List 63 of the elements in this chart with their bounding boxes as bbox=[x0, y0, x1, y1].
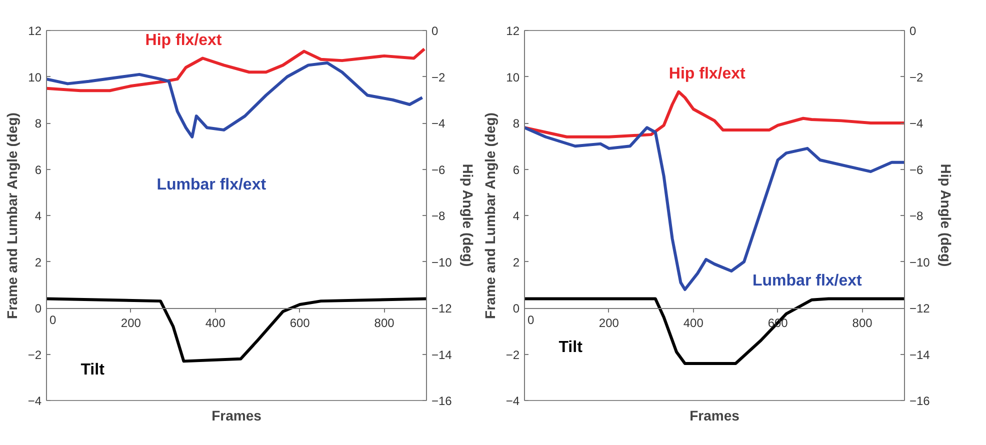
series-label: Hip flx/ext bbox=[668, 65, 746, 82]
y2-tick-label: −6 bbox=[432, 162, 446, 177]
y2-tick-label: 0 bbox=[910, 24, 916, 38]
y2-tick-label: −10 bbox=[910, 255, 930, 270]
y2-tick-label: −16 bbox=[432, 394, 452, 408]
y-tick-label: 8 bbox=[34, 116, 42, 130]
line-series bbox=[46, 48, 426, 92]
x-tick-label: 800 bbox=[852, 316, 873, 330]
y2-tick-label: −4 bbox=[910, 116, 924, 130]
y2-tick-label: −6 bbox=[910, 162, 924, 177]
line-series bbox=[524, 297, 904, 365]
y2-tick-label: −12 bbox=[432, 302, 452, 316]
text: Tilt bbox=[558, 339, 584, 356]
x-tick-label: 0 bbox=[528, 313, 534, 327]
y2-tick-label: −14 bbox=[910, 348, 930, 362]
line-series bbox=[46, 61, 424, 138]
y2-tick-label: 0 bbox=[432, 24, 438, 38]
line-series bbox=[524, 90, 904, 138]
y-tick-label: 4 bbox=[512, 209, 520, 223]
y2-axis-title: Hip Angle (deg) bbox=[460, 164, 476, 267]
x-tick-label: 600 bbox=[290, 316, 310, 330]
text: Lumbar flx/ext bbox=[156, 176, 267, 194]
y-tick-label: −4 bbox=[28, 394, 42, 408]
y-tick-label: 6 bbox=[34, 162, 42, 177]
y-tick-label: 10 bbox=[28, 70, 42, 84]
line-series bbox=[524, 126, 904, 291]
x-tick-label: 800 bbox=[374, 316, 395, 330]
y2-tick-label: −2 bbox=[910, 70, 924, 84]
text: Tilt bbox=[80, 361, 106, 378]
y-tick-label: −4 bbox=[506, 394, 520, 408]
y-tick-label: 12 bbox=[28, 24, 42, 38]
y2-axis-title: Hip Angle (deg) bbox=[938, 164, 954, 267]
x-tick-label: 200 bbox=[120, 316, 142, 330]
y2-tick-label: −4 bbox=[432, 116, 446, 130]
y2-tick-label: −12 bbox=[910, 302, 930, 316]
y2-tick-label: −10 bbox=[432, 255, 452, 270]
y-axis-title: Frame and Lumbar Angle (deg) bbox=[482, 112, 498, 319]
x-tick-label: 200 bbox=[598, 316, 620, 330]
series-label: Hip flx/ext bbox=[145, 32, 222, 49]
y2-tick-label: −8 bbox=[432, 209, 446, 223]
y-tick-label: 12 bbox=[506, 24, 520, 38]
y2-tick-label: −8 bbox=[910, 209, 924, 223]
x-tick-label: 400 bbox=[205, 316, 226, 330]
y-tick-label: 2 bbox=[512, 255, 520, 270]
y2-tick-label: −2 bbox=[432, 70, 446, 84]
y-tick-label: 10 bbox=[506, 70, 520, 84]
series-label: Lumbar flx/ext bbox=[752, 272, 863, 290]
line-series bbox=[46, 297, 426, 363]
x-axis-title: Frames bbox=[690, 408, 740, 424]
y2-tick-label: −14 bbox=[432, 348, 452, 362]
x-tick-label: 0 bbox=[50, 313, 56, 327]
y-tick-label: 0 bbox=[34, 302, 42, 316]
y-tick-label: 6 bbox=[512, 162, 520, 177]
y-tick-label: 2 bbox=[34, 255, 42, 270]
x-tick-label: 400 bbox=[683, 316, 704, 330]
y-tick-label: −2 bbox=[506, 348, 520, 362]
y2-tick-label: −16 bbox=[910, 394, 930, 408]
y-axis-title: Frame and Lumbar Angle (deg) bbox=[4, 112, 20, 319]
x-axis-title: Frames bbox=[212, 408, 262, 424]
y-tick-label: 0 bbox=[512, 302, 520, 316]
y-tick-label: 4 bbox=[34, 209, 42, 223]
y-tick-label: −2 bbox=[28, 348, 42, 362]
y-tick-label: 8 bbox=[512, 116, 520, 130]
